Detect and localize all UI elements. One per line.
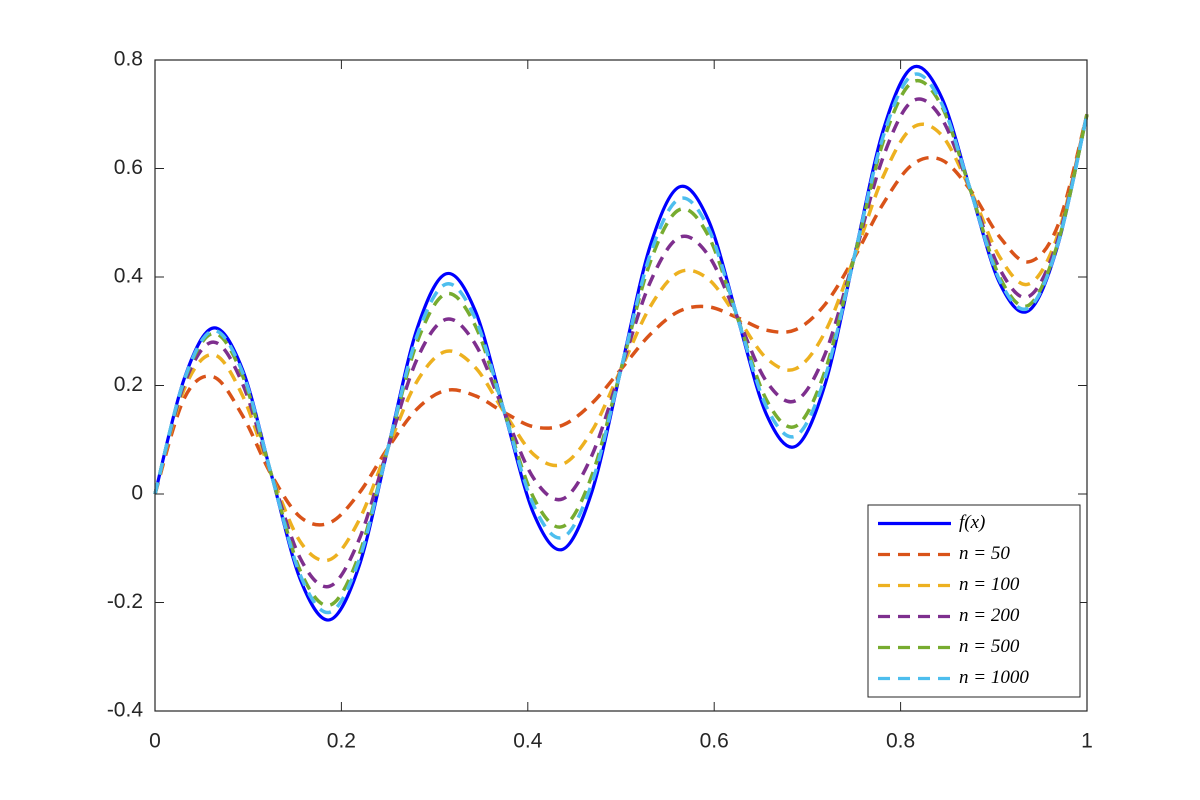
x-tick-label: 0.4: [513, 730, 543, 753]
legend-label: n = 200: [959, 605, 1020, 626]
x-tick-label: 0.6: [700, 730, 729, 753]
x-tick-label: 0.2: [327, 730, 356, 753]
legend-label: n = 1000: [959, 667, 1029, 688]
plot-area: [153, 64, 1089, 622]
y-tick-label: 0.4: [114, 265, 144, 288]
x-tick-label: 0.8: [886, 730, 915, 753]
legend-label: f(x): [959, 512, 985, 533]
legend-label: n = 50: [959, 543, 1010, 564]
series-line: [153, 113, 1089, 527]
legend-box: [867, 504, 1081, 698]
series-line: [153, 72, 1089, 615]
x-tick-label: 1: [1081, 730, 1093, 753]
series-line: [153, 79, 1089, 608]
x-tick-label: 0: [149, 730, 161, 753]
y-tick-label: 0.6: [114, 156, 143, 179]
y-tick-label: 0.2: [114, 373, 143, 396]
y-tick-label: 0.8: [114, 48, 143, 71]
legend-label: n = 100: [959, 574, 1020, 595]
y-tick-label: 0: [131, 482, 143, 505]
legend-label: n = 500: [959, 636, 1020, 657]
y-tick-label: -0.4: [107, 699, 144, 722]
legend: f(x) n = 50 n = 100 n = 200 n = 500 n = 1000: [867, 504, 1081, 698]
series-line: [153, 113, 1089, 563]
y-tick-label: -0.2: [107, 590, 143, 613]
